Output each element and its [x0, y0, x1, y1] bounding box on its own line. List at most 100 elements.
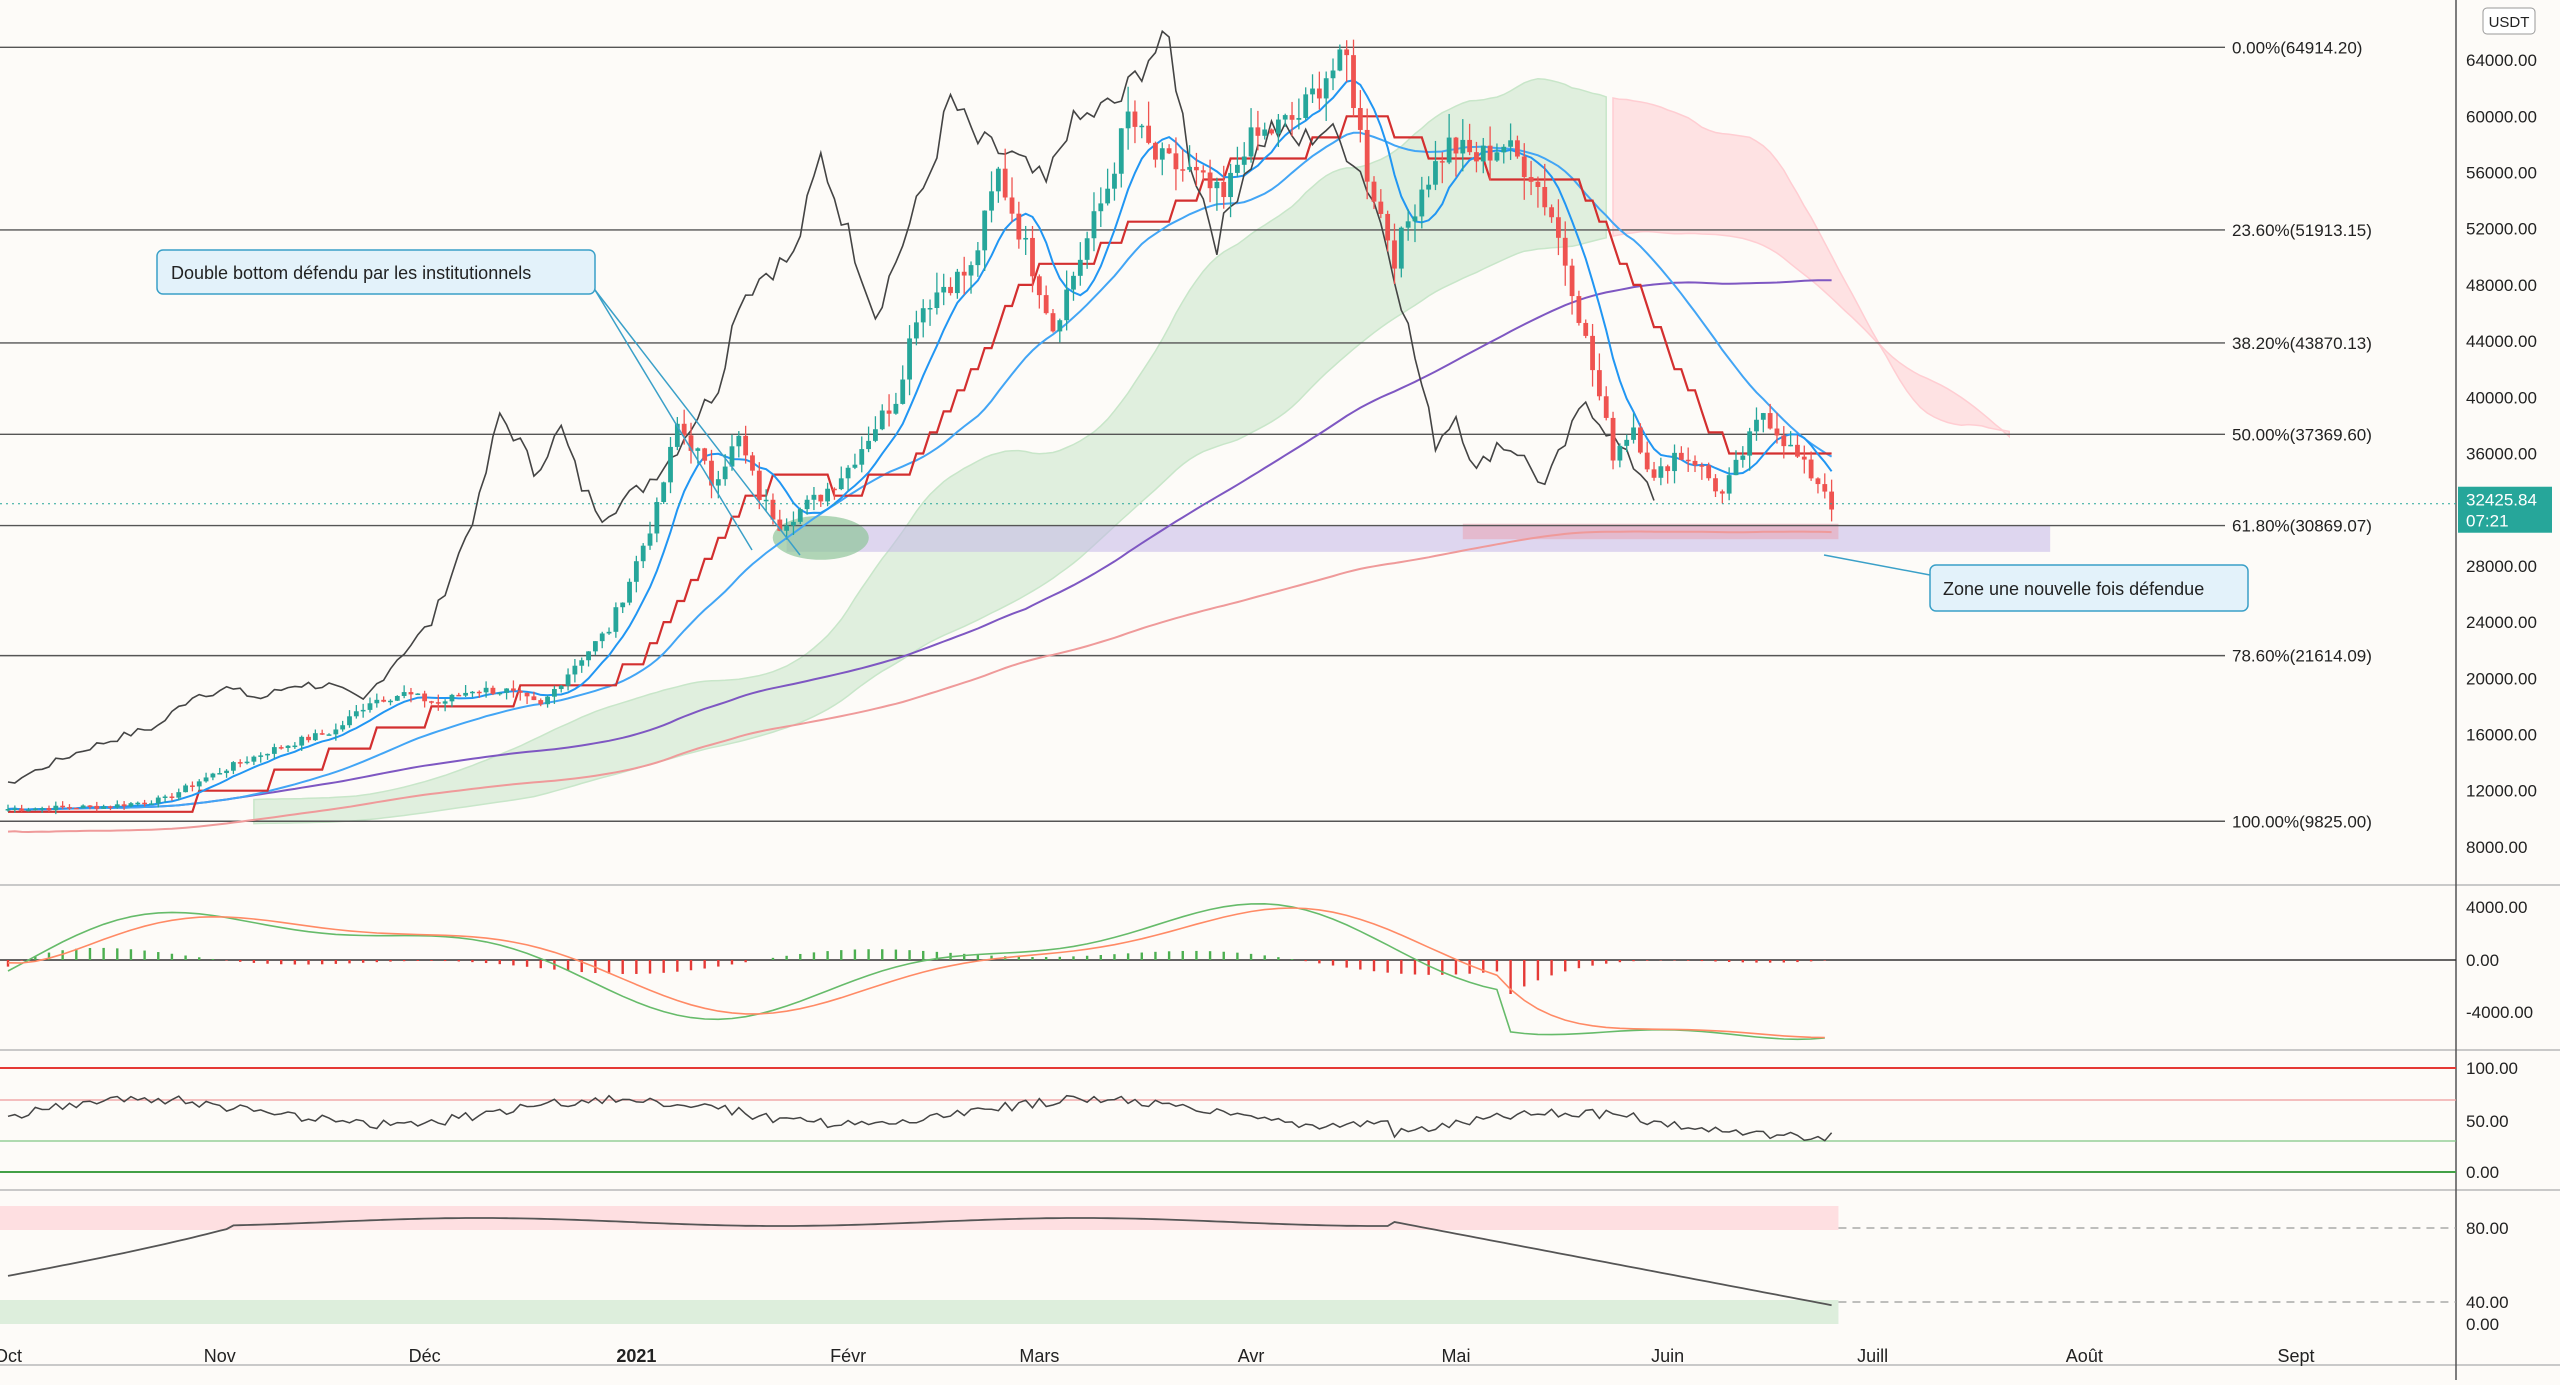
last-price-text: 32425.84	[2466, 491, 2537, 510]
countdown-text: 07:21	[2466, 512, 2509, 531]
candle-body	[394, 695, 400, 701]
candle-body	[108, 806, 113, 808]
candle-body	[476, 691, 482, 694]
candle-body	[422, 693, 428, 702]
candle-body	[278, 747, 284, 749]
candle-body	[1412, 216, 1418, 222]
candle-body	[948, 286, 953, 294]
candle-body	[1105, 188, 1111, 204]
candle-body	[586, 651, 591, 661]
candle-body	[1282, 115, 1288, 120]
candle-body	[292, 745, 298, 748]
candle-body	[1255, 127, 1261, 136]
support-zone	[772, 515, 2051, 560]
candle-body	[1269, 129, 1274, 134]
candle-body	[975, 250, 981, 266]
candle-body	[1262, 129, 1268, 136]
candle-body	[162, 796, 168, 798]
candle-body	[1200, 170, 1206, 173]
annotations: Double bottom défendu par les institutio…	[156, 249, 2249, 612]
price-tick-label: 16000.00	[2466, 726, 2537, 745]
candle-body	[1398, 227, 1404, 269]
stoch-overbought-zone	[0, 1206, 1839, 1230]
fib-label: 0.00%(64914.20)	[2232, 38, 2362, 57]
stoch-oversold-zone	[0, 1300, 1839, 1324]
fib-label: 50.00%(37369.60)	[2232, 425, 2372, 444]
fib-label: 38.20%(43870.13)	[2232, 334, 2372, 353]
candle-body	[1371, 181, 1377, 202]
candle-body	[961, 271, 967, 276]
candle-body	[866, 440, 871, 450]
candle-body	[497, 692, 503, 695]
candle-body	[149, 803, 154, 805]
candle-body	[374, 699, 380, 704]
candle-body	[1228, 172, 1233, 198]
candle-body	[1405, 221, 1411, 228]
candle-body	[709, 460, 714, 486]
candle-body	[784, 525, 790, 531]
candle-body	[552, 689, 557, 697]
candle-body	[763, 499, 769, 502]
candle-body	[1713, 478, 1718, 492]
candle-body	[838, 478, 844, 490]
candle-body	[101, 806, 107, 809]
candles	[5, 39, 1835, 815]
candle-body	[511, 688, 516, 691]
candle-body	[435, 702, 441, 704]
candle-body	[1569, 265, 1575, 297]
candle-body	[859, 449, 865, 465]
candle-body	[1678, 452, 1684, 460]
candle-body	[224, 770, 229, 774]
candle-body	[87, 805, 93, 807]
candle-body	[1385, 213, 1391, 241]
candle-body	[777, 519, 783, 531]
candle-body	[1057, 320, 1063, 332]
candle-body	[1241, 156, 1247, 165]
stoch-line	[7, 1217, 1832, 1307]
candle-body	[1275, 119, 1281, 134]
candle-body	[1207, 172, 1213, 189]
candle-body	[531, 696, 537, 701]
candle-body	[661, 482, 667, 502]
candle-body	[217, 773, 223, 775]
candle-body	[251, 756, 257, 762]
indicator-tick-label: -4000.00	[2466, 1003, 2533, 1022]
candle-body	[1822, 484, 1828, 492]
fib-label: 78.60%(21614.09)	[2232, 647, 2372, 666]
indicator-tick-label: 50.00	[2466, 1112, 2509, 1131]
candle-body	[1829, 491, 1835, 510]
candle-body	[1419, 189, 1425, 217]
fib-label: 61.80%(30869.07)	[2232, 517, 2372, 536]
indicator-tick-label: 0.00	[2466, 1315, 2499, 1334]
ma-long-line	[7, 530, 1832, 834]
time-axis[interactable]: Oct Nov Déc 2021 Févr Mars Avr Mai Juin Juill Août…	[0, 1346, 2315, 1366]
candle-body	[545, 696, 550, 705]
candle-body	[80, 805, 86, 809]
candle-body	[1132, 111, 1138, 127]
candle-body	[517, 690, 523, 693]
candle-body	[1651, 469, 1657, 478]
candle-body	[306, 736, 311, 741]
candle-body	[504, 688, 509, 693]
candle-body	[1139, 125, 1145, 128]
candle-body	[1562, 237, 1568, 266]
candle-body	[702, 448, 708, 461]
fib-label: 100.00%(9825.00)	[2232, 812, 2372, 831]
candle-body	[565, 674, 571, 686]
candle-body	[340, 725, 346, 730]
candle-body	[1603, 396, 1609, 418]
price-axis[interactable]: 64000.00 60000.00 56000.00 52000.00 48000.00…	[0, 7, 2552, 1334]
indicator-tick-label: 0.00	[2466, 1163, 2499, 1182]
candle-body	[1112, 173, 1117, 189]
candle-body	[900, 379, 906, 404]
candle-body	[1303, 94, 1309, 118]
candle-body	[1549, 207, 1554, 218]
month-label: Nov	[204, 1346, 236, 1366]
candle-body	[620, 602, 626, 608]
candle-body	[456, 694, 462, 697]
candle-body	[60, 805, 66, 808]
candle-body	[715, 479, 721, 486]
candle-body	[1453, 137, 1459, 154]
candle-body	[920, 308, 926, 323]
